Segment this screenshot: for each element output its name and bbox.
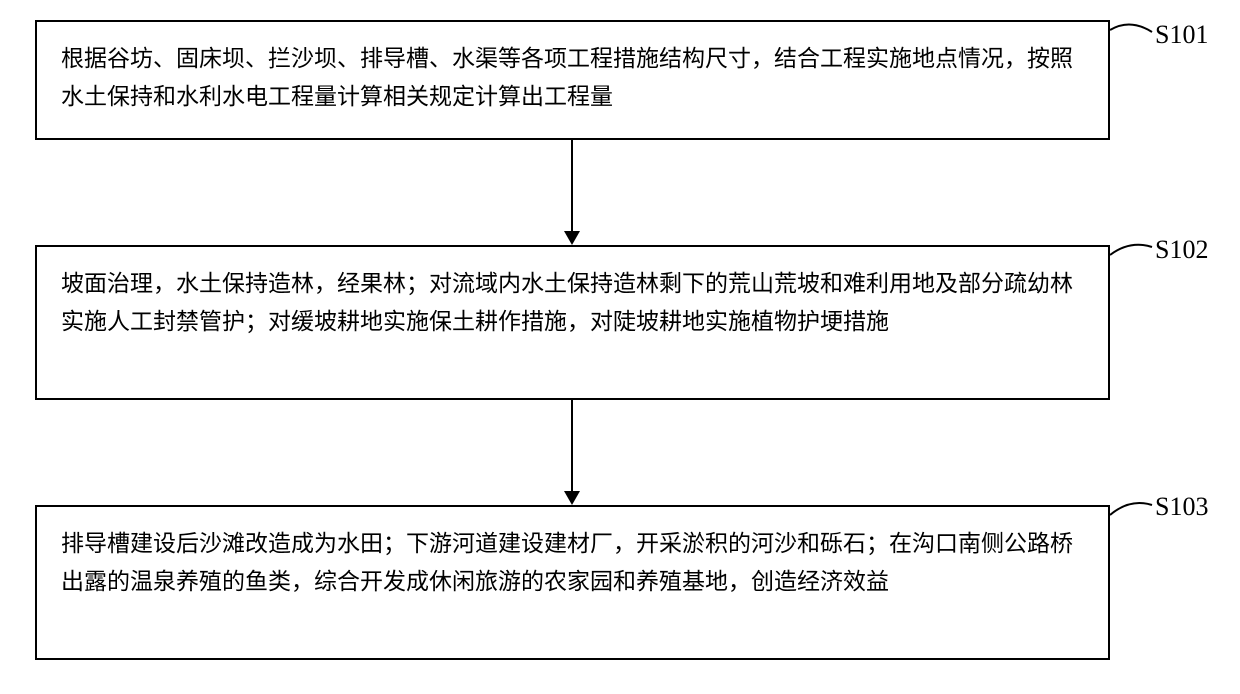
leader-line-s103 [1110,493,1160,523]
step-box-s101: 根据谷坊、固床坝、拦沙坝、排导槽、水渠等各项工程措施结构尺寸，结合工程实施地点情… [35,20,1110,140]
leader-line-s101 [1110,20,1160,45]
step-label-s102: S102 [1155,235,1208,265]
step-label-s103: S103 [1155,492,1208,522]
step-box-s102: 坡面治理，水土保持造林，经果林；对流域内水土保持造林剩下的荒山荒坡和难利用地及部… [35,245,1110,400]
step-text: 排导槽建设后沙滩改造成为水田；下游河道建设建材厂，开采淤积的河沙和砾石；在沟口南… [61,531,1073,594]
connector-1-2 [571,140,573,231]
step-text: 坡面治理，水土保持造林，经果林；对流域内水土保持造林剩下的荒山荒坡和难利用地及部… [61,271,1073,334]
label-text: S101 [1155,20,1208,49]
connector-2-3 [571,400,573,491]
arrow-head-1-2 [564,231,580,245]
arrow-head-2-3 [564,491,580,505]
step-text: 根据谷坊、固床坝、拦沙坝、排导槽、水渠等各项工程措施结构尺寸，结合工程实施地点情… [61,46,1073,109]
step-box-s103: 排导槽建设后沙滩改造成为水田；下游河道建设建材厂，开采淤积的河沙和砾石；在沟口南… [35,505,1110,660]
step-label-s101: S101 [1155,20,1208,50]
label-text: S103 [1155,492,1208,521]
label-text: S102 [1155,235,1208,264]
leader-line-s102 [1110,235,1160,265]
